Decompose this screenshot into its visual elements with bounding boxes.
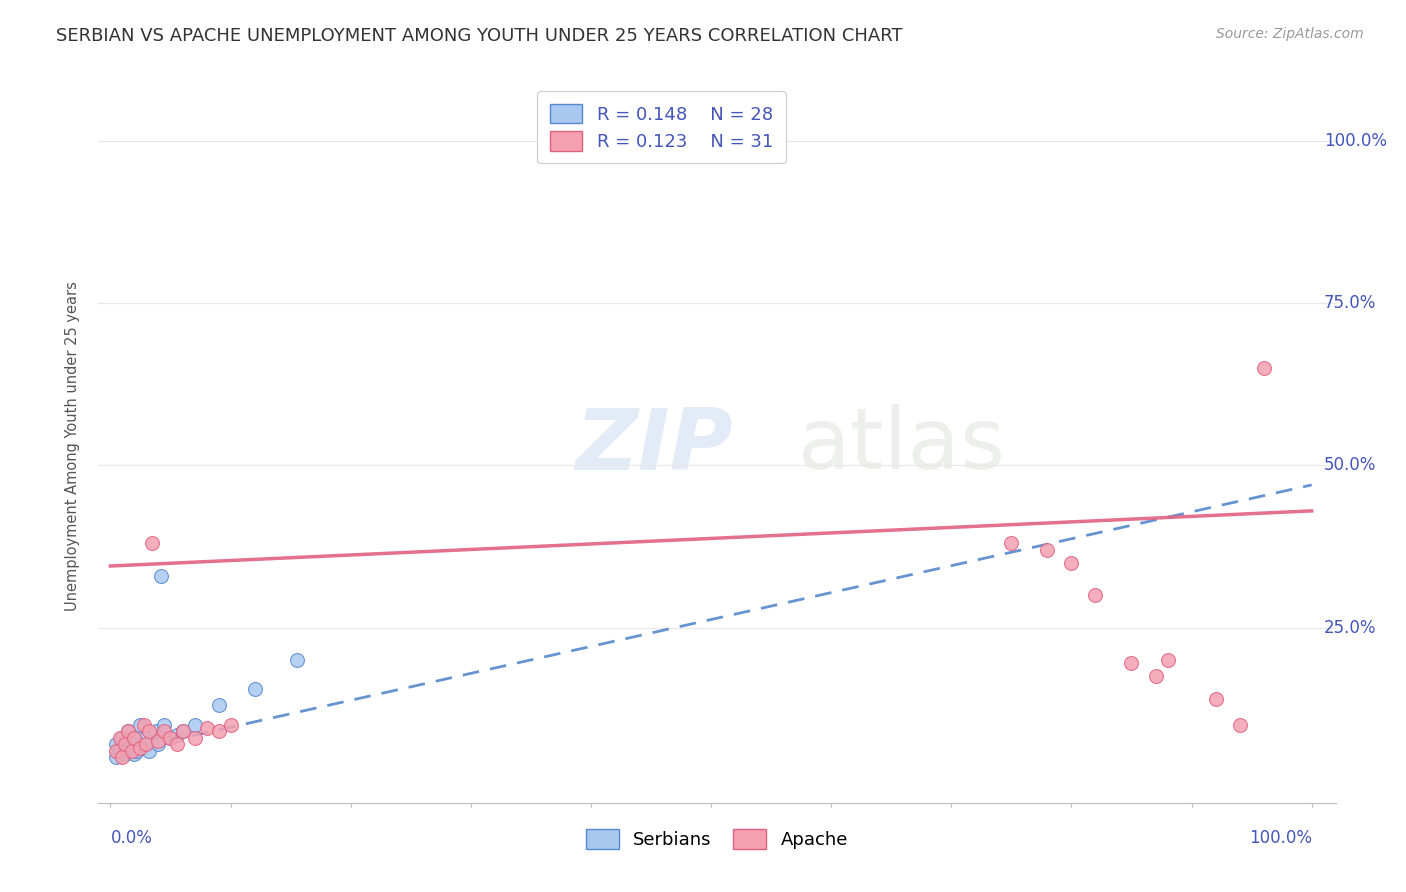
- Text: 75.0%: 75.0%: [1323, 294, 1376, 312]
- Point: [125, 744, 148, 758]
- Point: [153, 718, 176, 732]
- Point: [105, 750, 128, 764]
- Point: [1253, 361, 1275, 376]
- Point: [132, 738, 155, 752]
- Point: [111, 731, 134, 745]
- Point: [1229, 718, 1251, 732]
- Point: [172, 724, 194, 739]
- Point: [159, 731, 181, 745]
- Point: [172, 724, 194, 739]
- Point: [141, 536, 163, 550]
- Point: [207, 724, 229, 739]
- Text: Source: ZipAtlas.com: Source: ZipAtlas.com: [1216, 27, 1364, 41]
- Legend: Serbians, Apache: Serbians, Apache: [574, 816, 860, 862]
- Point: [145, 724, 167, 739]
- Point: [1084, 588, 1107, 602]
- Text: ZIP: ZIP: [575, 404, 733, 488]
- Point: [121, 738, 143, 752]
- Point: [138, 724, 160, 739]
- Y-axis label: Unemployment Among Youth under 25 years: Unemployment Among Youth under 25 years: [65, 281, 80, 611]
- Point: [183, 731, 205, 745]
- Point: [132, 718, 155, 732]
- Point: [1144, 669, 1167, 683]
- Point: [105, 738, 128, 752]
- Point: [1205, 692, 1227, 706]
- Point: [114, 747, 136, 761]
- Point: [129, 740, 152, 755]
- Text: 0.0%: 0.0%: [111, 829, 152, 847]
- Point: [195, 721, 218, 735]
- Text: 50.0%: 50.0%: [1323, 457, 1376, 475]
- Point: [117, 744, 139, 758]
- Point: [166, 738, 188, 752]
- Point: [138, 744, 160, 758]
- Point: [243, 682, 266, 697]
- Point: [1000, 536, 1022, 550]
- Point: [108, 744, 131, 758]
- Point: [111, 750, 134, 764]
- Point: [141, 734, 163, 748]
- Point: [124, 731, 146, 745]
- Point: [153, 724, 176, 739]
- Text: 25.0%: 25.0%: [1323, 619, 1376, 637]
- Point: [149, 568, 172, 582]
- Point: [1036, 542, 1059, 557]
- Point: [124, 731, 146, 745]
- Text: atlas: atlas: [797, 404, 1005, 488]
- Point: [166, 728, 188, 742]
- Point: [1060, 556, 1083, 570]
- Point: [114, 738, 136, 752]
- Point: [129, 740, 152, 755]
- Point: [285, 653, 308, 667]
- Point: [129, 718, 152, 732]
- Point: [135, 731, 157, 745]
- Point: [117, 724, 139, 739]
- Point: [121, 744, 143, 758]
- Point: [1121, 657, 1143, 671]
- Point: [148, 734, 170, 748]
- Text: SERBIAN VS APACHE UNEMPLOYMENT AMONG YOUTH UNDER 25 YEARS CORRELATION CHART: SERBIAN VS APACHE UNEMPLOYMENT AMONG YOU…: [56, 27, 903, 45]
- Point: [135, 738, 157, 752]
- Point: [117, 724, 139, 739]
- Point: [159, 731, 181, 745]
- Point: [1156, 653, 1178, 667]
- Point: [108, 731, 131, 745]
- Point: [148, 738, 170, 752]
- Point: [207, 698, 229, 713]
- Point: [105, 744, 128, 758]
- Text: 100.0%: 100.0%: [1249, 829, 1312, 847]
- Point: [124, 747, 146, 761]
- Point: [219, 718, 242, 732]
- Point: [183, 718, 205, 732]
- Text: 100.0%: 100.0%: [1323, 132, 1386, 150]
